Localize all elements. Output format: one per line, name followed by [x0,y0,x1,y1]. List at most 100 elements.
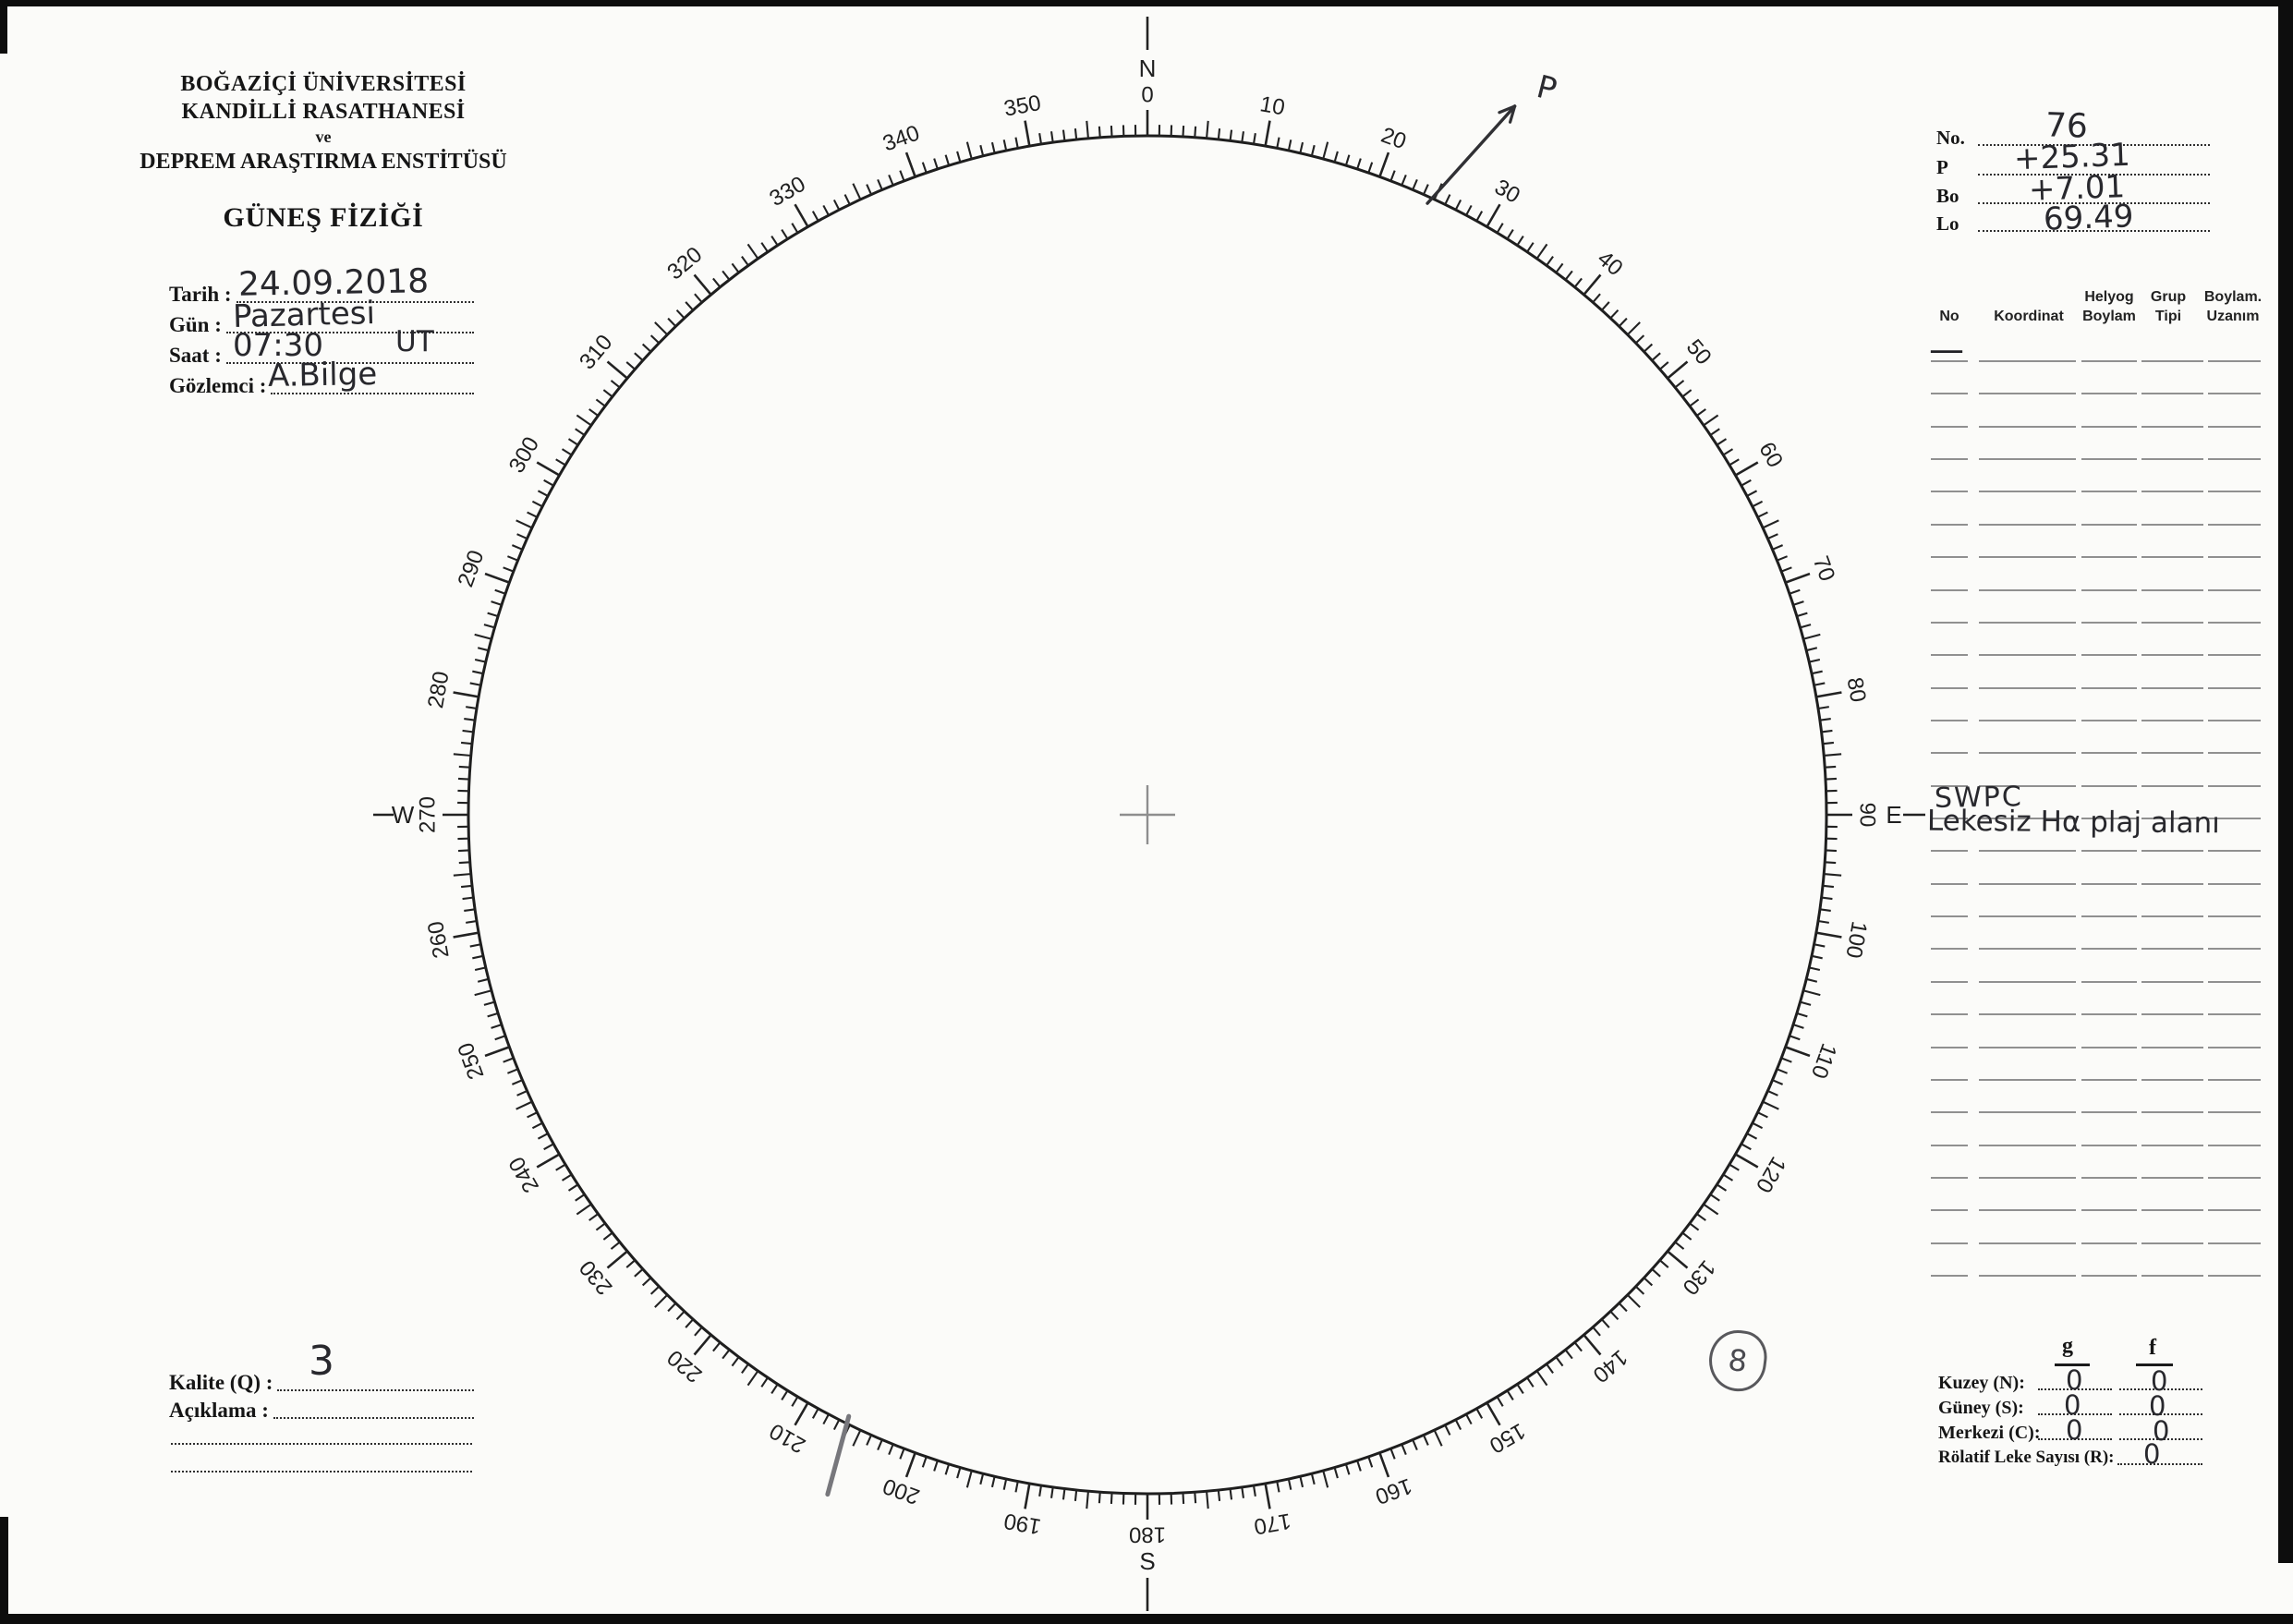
table-row-line [2141,393,2203,395]
svg-text:160: 160 [1372,1473,1415,1509]
table-row-line [2141,1046,2203,1048]
table-row-line [1979,1209,2076,1212]
saat-label: Saat : [169,344,222,367]
table-row-line [2141,1176,2203,1179]
table-row-line [2208,948,2261,951]
gun-line [225,332,474,333]
table-row-line [1931,948,1968,951]
table-row-line [2081,784,2137,787]
table-row-line [2141,556,2203,559]
cardinal-index-marks [373,17,1925,1611]
letterhead-line1: BOĞAZİÇİ ÜNİVERSİTESİ [180,72,467,96]
field-gozlemci: Gözlemci : [169,372,474,398]
form-title: GÜNEŞ FİZİĞİ [223,202,424,233]
p-angle-arrow: P [1426,68,1560,205]
svg-text:60: 60 [1753,438,1788,472]
table-row-line [2081,1275,2137,1277]
table-row-line [2208,556,2261,559]
svg-text:W: W [392,801,415,829]
table-row-line [1931,850,1968,853]
letterhead-line2: KANDİLLİ RASATHANESİ [181,100,466,124]
table-row-line [2081,588,2137,591]
svg-text:170: 170 [1252,1508,1292,1539]
svg-text:20: 20 [1377,123,1409,155]
pen-slash-mark [825,1413,852,1497]
table-row-line [2141,523,2203,526]
center-crosshair [1120,785,1175,844]
table-row-line [1979,621,2076,624]
aciklama-label: Açıklama : [169,1399,269,1422]
svg-text:70: 70 [1808,552,1840,584]
gozlemci-line [271,393,474,394]
table-row-line [2081,686,2137,689]
svg-text:340: 340 [880,120,923,156]
svg-text:40: 40 [1593,246,1628,281]
field-aciklama: Açıklama : [169,1397,474,1423]
svg-text:10: 10 [1258,91,1287,120]
table-row-line [1931,621,1968,624]
table-row-line [1931,458,1968,461]
table-row-line [2141,752,2203,755]
svg-text:150: 150 [1485,1418,1529,1458]
svg-text:300: 300 [504,432,544,477]
table-row-line [2208,458,2261,461]
table-row-line [2081,523,2137,526]
scan-edge-right [2278,0,2293,1563]
table-row-line [2208,1275,2261,1277]
table-row-line [2141,654,2203,657]
table-row-line [2141,491,2203,493]
table-row-line [1931,1013,1968,1016]
svg-text:80: 80 [1842,675,1871,704]
table-row-line [2081,621,2137,624]
kuzey-g-line [2038,1388,2112,1390]
table-row-line [2081,654,2137,657]
svg-text:110: 110 [1806,1040,1841,1082]
table-row-line [2081,915,2137,918]
table-row-line [1979,360,2076,362]
table-row-line [2081,980,2137,983]
rolatif-label: Rölatif Leke Sayısı (R): [1938,1448,2115,1467]
table-row-line [1979,980,2076,983]
field-tarih: Tarih : [169,281,474,307]
table-row-line [1931,719,1968,721]
table-row-line [2141,818,2203,819]
table-row-line [2081,882,2137,885]
svg-text:350: 350 [1002,91,1043,122]
table-row-line [2081,850,2137,853]
eph-p-line [1978,174,2210,176]
svg-text:290: 290 [453,547,489,590]
table-header-no: No [1939,309,1959,325]
table-row-line [2141,1209,2203,1212]
svg-text:S: S [1139,1547,1155,1575]
field-gun: Gün : [169,311,474,337]
table-row-line [1931,393,1968,395]
svg-text:100: 100 [1840,919,1872,960]
table-row-line [2141,850,2203,853]
guney-f-value: 0 [2149,1390,2166,1422]
gozlemci-label: Gözlemci : [169,374,267,397]
scan-edge-top [0,0,2293,6]
svg-text:240: 240 [504,1152,544,1196]
svg-text:280: 280 [423,670,455,710]
letterhead: BOĞAZİÇİ ÜNİVERSİTESİ KANDİLLİ RASATHANE… [120,72,527,234]
saat-value: 07:30 [233,327,323,364]
table-row-line [2208,360,2261,362]
table-row-line [2208,752,2261,755]
table-row-line [2141,425,2203,428]
svg-text:190: 190 [1002,1508,1043,1539]
svg-text:230: 230 [575,1255,617,1300]
table-row-line [1931,1242,1968,1244]
table-row-line [1979,915,2076,918]
gozlemci-value: A.Bilge [267,355,378,395]
table-row-line [2208,1176,2261,1179]
merkezi-label: Merkezi (C): [1938,1423,2041,1443]
table-row-line [1931,556,1968,559]
table-row-line [2081,1144,2137,1146]
table-row-line [1979,850,2076,853]
table-row-line [1931,1111,1968,1114]
svg-text:0: 0 [1141,83,1153,108]
table-row-line [2208,915,2261,918]
table-row-line [1979,1275,2076,1277]
table-row-line [1979,588,2076,591]
